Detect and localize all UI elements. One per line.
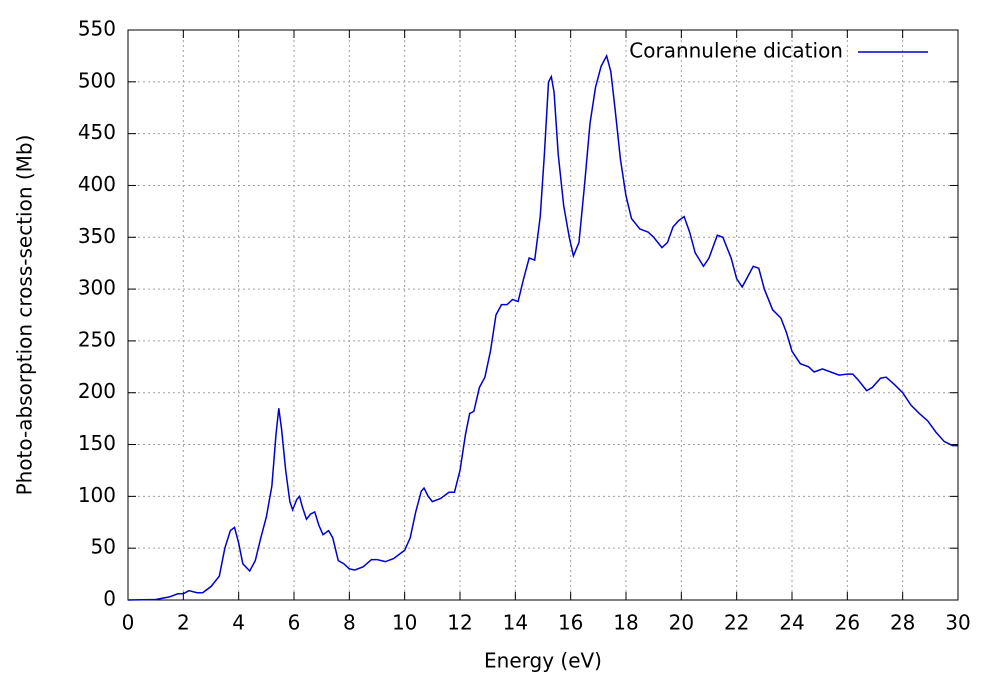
- x-tick-label: 18: [613, 611, 638, 635]
- x-tick-label: 8: [343, 611, 356, 635]
- y-tick-label: 450: [78, 120, 116, 144]
- x-axis-label: Energy (eV): [484, 649, 602, 673]
- x-tick-label: 6: [288, 611, 301, 635]
- y-tick-label: 300: [78, 276, 116, 300]
- y-tick-label: 550: [78, 17, 116, 41]
- y-tick-label: 350: [78, 224, 116, 248]
- x-tick-label: 0: [122, 611, 135, 635]
- x-tick-label: 12: [447, 611, 472, 635]
- y-tick-label: 400: [78, 172, 116, 196]
- data-line: [127, 53, 958, 601]
- x-tick-label: 4: [232, 611, 245, 635]
- legend-label: Corannulene dication: [629, 39, 843, 63]
- x-tick-label: 20: [669, 611, 694, 635]
- y-tick-label: 100: [78, 483, 116, 507]
- x-tick-label: 30: [945, 611, 970, 635]
- x-tick-label: 10: [392, 611, 417, 635]
- y-tick-label: 50: [91, 535, 116, 559]
- y-axis-label: Photo-absorption cross-section (Mb): [13, 135, 37, 496]
- x-tick-label: 16: [558, 611, 583, 635]
- plot-border: [127, 29, 959, 601]
- y-tick-label: 150: [78, 431, 116, 455]
- x-tick-label: 2: [177, 611, 190, 635]
- y-tick-label: 500: [78, 68, 116, 92]
- y-tick-label: 200: [78, 379, 116, 403]
- y-tick-label: 250: [78, 327, 116, 351]
- x-tick-label: 28: [890, 611, 915, 635]
- x-tick-label: 14: [503, 611, 528, 635]
- x-tick-label: 26: [835, 611, 860, 635]
- x-tick-label: 24: [779, 611, 804, 635]
- y-tick-label: 0: [103, 587, 116, 611]
- x-tick-label: 22: [724, 611, 749, 635]
